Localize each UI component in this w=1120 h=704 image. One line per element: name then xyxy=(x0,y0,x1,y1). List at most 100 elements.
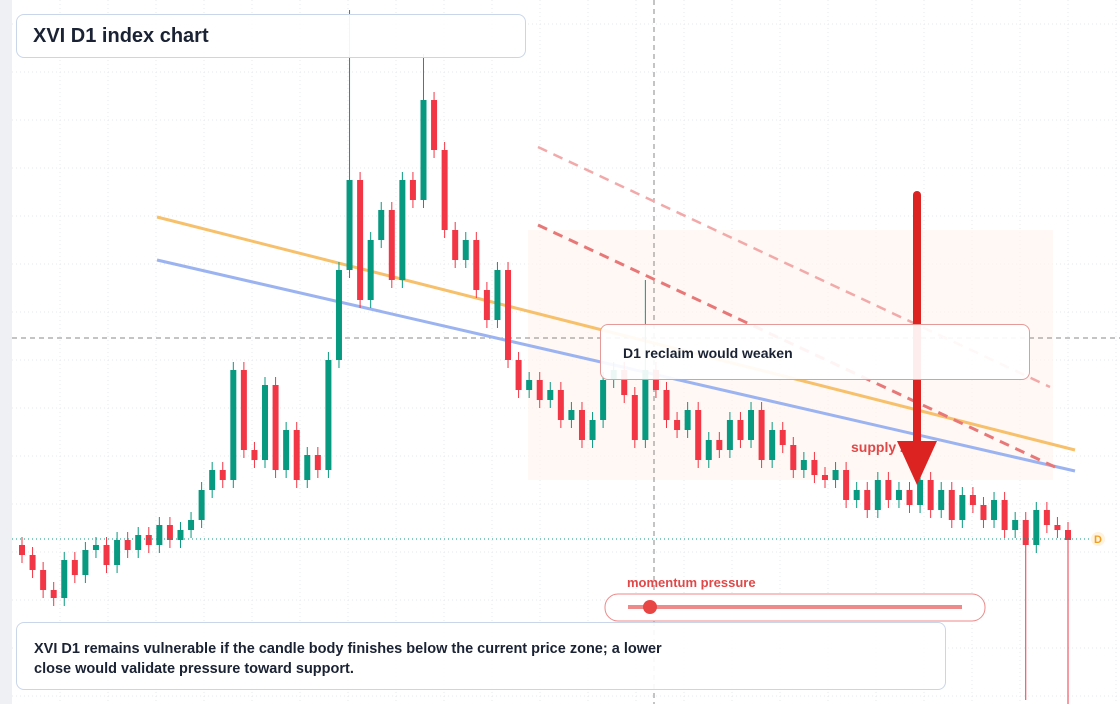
candle-body xyxy=(726,420,733,450)
candle-body xyxy=(980,505,987,520)
dashed-channel-upper xyxy=(537,145,1051,389)
candle-body xyxy=(927,480,934,510)
candle-body xyxy=(230,370,237,480)
candle-body xyxy=(621,370,628,395)
candle-body xyxy=(240,370,247,450)
candle-body xyxy=(325,360,332,470)
candle-body xyxy=(473,240,480,290)
candle-body xyxy=(283,430,290,470)
candle-body xyxy=(71,560,78,575)
candle-body xyxy=(135,535,142,550)
candle-body xyxy=(483,290,490,320)
candle-body xyxy=(674,420,681,430)
candle-body xyxy=(304,455,311,480)
candle-body xyxy=(114,540,121,565)
candle-body xyxy=(1054,525,1061,530)
candle-body xyxy=(188,520,195,530)
candle-body xyxy=(758,410,765,460)
candle-body xyxy=(1043,510,1050,525)
price-marker: D xyxy=(1094,534,1102,546)
candle-body xyxy=(251,450,258,460)
candle-body xyxy=(494,270,501,320)
candle-body xyxy=(737,420,744,440)
momentum-knob xyxy=(643,600,657,614)
candle-body xyxy=(547,390,554,400)
candle-body xyxy=(82,550,89,575)
candle-body xyxy=(177,530,184,540)
candle-body xyxy=(695,410,702,460)
candle-body xyxy=(50,590,57,598)
candle-body xyxy=(652,370,659,390)
candle-body xyxy=(938,490,945,510)
candle-body xyxy=(335,270,342,360)
candle-body xyxy=(1022,520,1029,545)
candle-body xyxy=(378,210,385,240)
candle-body xyxy=(874,480,881,510)
candle-body xyxy=(853,490,860,500)
candle-body xyxy=(29,555,36,570)
candle-body xyxy=(631,395,638,440)
candle-body xyxy=(219,470,226,480)
candle-body xyxy=(821,475,828,480)
candle-body xyxy=(864,490,871,510)
candle-body xyxy=(272,385,279,470)
candle-body xyxy=(748,410,755,440)
candle-body xyxy=(420,100,427,200)
candle-body xyxy=(832,470,839,480)
candle-body xyxy=(293,430,300,480)
candle-body xyxy=(790,445,797,470)
candle-body xyxy=(779,430,786,445)
candle-body xyxy=(452,230,459,260)
candle-body xyxy=(642,370,649,440)
candle-body xyxy=(1033,510,1040,545)
candle-body xyxy=(61,560,68,598)
candle-body xyxy=(145,535,152,545)
candle-body xyxy=(1001,500,1008,530)
candle-body xyxy=(40,570,47,590)
candle-body xyxy=(124,540,131,550)
candle-body xyxy=(262,385,269,460)
candle-body xyxy=(906,490,913,505)
candle-body xyxy=(536,380,543,400)
candle-body xyxy=(409,180,416,200)
candle-body xyxy=(526,380,533,390)
candle-body xyxy=(367,240,374,300)
arrow-head xyxy=(897,441,937,485)
candles xyxy=(19,10,1071,704)
candle-body xyxy=(716,440,723,450)
chart-title: XVI D1 index chart xyxy=(16,14,526,58)
candle-body xyxy=(441,150,448,230)
candle-body xyxy=(600,380,607,420)
candle-body xyxy=(969,495,976,505)
candle-body xyxy=(346,180,353,270)
candle-body xyxy=(917,480,924,505)
candle-body xyxy=(769,430,776,460)
candle-body xyxy=(92,545,99,550)
candle-body xyxy=(399,180,406,280)
candle-body xyxy=(578,410,585,440)
candle-body xyxy=(895,490,902,500)
momentum-label: momentum pressure xyxy=(627,575,756,590)
candle-body xyxy=(663,390,670,420)
candle-body xyxy=(505,270,512,360)
candle-body xyxy=(1012,520,1019,530)
candle-body xyxy=(156,525,163,545)
candle-body xyxy=(166,525,173,540)
candle-body xyxy=(431,100,438,150)
candle-body xyxy=(462,240,469,260)
candle-body xyxy=(19,545,25,555)
candle-body xyxy=(885,480,892,500)
candle-body xyxy=(959,495,966,520)
candle-body xyxy=(948,490,955,520)
candle-body xyxy=(568,410,575,420)
candle-body xyxy=(357,180,364,300)
candle-body xyxy=(684,410,691,430)
candle-body xyxy=(1065,530,1071,540)
candle-body xyxy=(811,460,818,475)
candle-body xyxy=(209,470,216,490)
candle-body xyxy=(103,545,110,565)
candle-body xyxy=(843,470,850,500)
left-strip xyxy=(0,0,12,704)
candle-body xyxy=(557,390,564,420)
